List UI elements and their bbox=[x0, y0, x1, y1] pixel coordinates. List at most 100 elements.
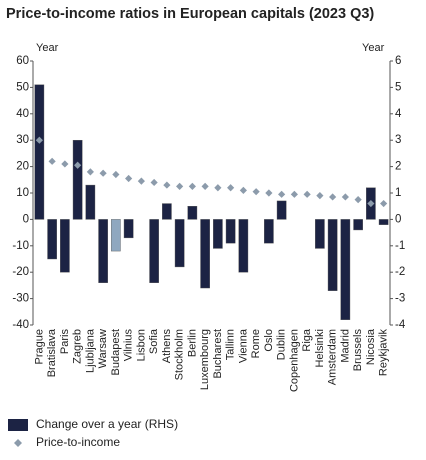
x-tick-label: Amsterdam bbox=[327, 329, 339, 385]
diamond bbox=[380, 199, 388, 208]
bar bbox=[72, 139, 83, 220]
x-tick-label: Stockholm bbox=[174, 329, 186, 380]
y-tick-label: 20 bbox=[16, 161, 29, 173]
x-tick-label: Sofia bbox=[148, 328, 160, 354]
diamond bbox=[214, 184, 222, 192]
y2-tick-label: 5 bbox=[395, 81, 401, 93]
x-tick-label: Bucharest bbox=[212, 329, 224, 379]
bar bbox=[264, 219, 274, 244]
x-tick-label: Paris bbox=[59, 329, 71, 355]
x-tick-label: Dublin bbox=[276, 329, 288, 360]
diamond bbox=[188, 182, 196, 190]
diamond bbox=[86, 168, 94, 176]
x-tick-label: Oslo bbox=[263, 329, 275, 352]
y-tick-label: -10 bbox=[12, 240, 29, 252]
bar bbox=[60, 219, 70, 273]
bar bbox=[315, 219, 325, 249]
x-tick-label: Copenhagen bbox=[288, 329, 300, 392]
diamond bbox=[74, 161, 82, 169]
y2-tick-label: -4 bbox=[395, 319, 406, 331]
legend-label: Change over a year (RHS) bbox=[36, 417, 178, 431]
diamond bbox=[354, 196, 362, 204]
y2-tick-label: -2 bbox=[395, 266, 405, 278]
diamond bbox=[176, 182, 184, 190]
y2-tick-label: 4 bbox=[395, 108, 402, 120]
bar bbox=[111, 219, 121, 252]
diamond bbox=[61, 160, 69, 168]
y2-tick-label: -1 bbox=[395, 240, 405, 252]
x-tick-label: Luxembourg bbox=[199, 329, 211, 390]
diamond bbox=[150, 178, 158, 187]
diamond bbox=[48, 157, 56, 165]
bar bbox=[187, 205, 198, 220]
diamond bbox=[367, 199, 375, 208]
diamond bbox=[329, 193, 337, 201]
y2-tick-label: 6 bbox=[395, 55, 401, 67]
x-tick-label: Vienna bbox=[237, 328, 249, 363]
x-tick-label: Lisbon bbox=[135, 329, 147, 361]
x-tick-label: Zagreb bbox=[72, 329, 84, 364]
bar bbox=[276, 200, 287, 220]
y2-axis-label: Year bbox=[362, 42, 385, 54]
x-tick-label: Ljubljana bbox=[84, 328, 96, 373]
bar bbox=[225, 219, 236, 244]
bar bbox=[378, 219, 389, 225]
bar bbox=[174, 219, 185, 268]
bar bbox=[34, 84, 45, 220]
x-tick-label: Riga bbox=[301, 328, 313, 352]
x-tick-label: Budapest bbox=[110, 329, 122, 375]
bar bbox=[85, 184, 96, 220]
x-tick-label: Berlin bbox=[186, 329, 198, 357]
y2-tick-label: 2 bbox=[395, 161, 401, 173]
bar bbox=[47, 219, 57, 260]
x-tick-label: Reykjavik bbox=[378, 329, 390, 377]
diamond bbox=[201, 182, 209, 190]
diamond bbox=[227, 184, 235, 192]
y-tick-label: -30 bbox=[12, 293, 29, 305]
diamond bbox=[35, 136, 43, 144]
x-tick-label: Madrid bbox=[339, 329, 351, 363]
diamond bbox=[252, 188, 260, 196]
y-tick-label: -40 bbox=[12, 319, 29, 331]
bar bbox=[238, 219, 249, 273]
y-tick-label: 10 bbox=[16, 187, 29, 199]
x-tick-label: Warsaw bbox=[97, 329, 109, 368]
bar bbox=[213, 219, 223, 249]
diamond bbox=[112, 170, 120, 179]
y-tick-label: 30 bbox=[16, 134, 29, 146]
bar bbox=[123, 219, 134, 239]
bar bbox=[327, 219, 338, 291]
bar bbox=[353, 219, 363, 231]
x-tick-label: Vilnius bbox=[123, 329, 135, 362]
y-tick-label: 50 bbox=[16, 81, 29, 93]
x-tick-label: Rome bbox=[250, 329, 262, 358]
diamond bbox=[265, 189, 273, 197]
diamond bbox=[125, 174, 133, 183]
diamond bbox=[137, 177, 145, 185]
bar bbox=[149, 219, 159, 283]
y-tick-label: 40 bbox=[16, 108, 29, 120]
bar bbox=[200, 219, 210, 289]
y2-tick-label: 3 bbox=[395, 134, 401, 146]
x-tick-label: Tallinn bbox=[225, 329, 237, 360]
diamond bbox=[278, 190, 286, 198]
diamond bbox=[316, 192, 324, 200]
x-tick-label: Brussels bbox=[352, 329, 364, 372]
diamond bbox=[303, 190, 311, 198]
x-tick-label: Prague bbox=[33, 329, 45, 364]
legend-label: Price-to-income bbox=[36, 435, 120, 449]
y2-tick-label: 1 bbox=[395, 187, 401, 199]
x-tick-label: Nicosia bbox=[365, 328, 377, 365]
y-tick-label: 60 bbox=[16, 55, 29, 67]
diamond bbox=[290, 190, 298, 198]
diamond bbox=[99, 169, 107, 177]
y2-tick-label: -3 bbox=[395, 293, 405, 305]
y2-tick-label: 0 bbox=[395, 213, 401, 225]
y-axis-label: Year bbox=[36, 42, 59, 54]
bar bbox=[340, 219, 351, 320]
diamond bbox=[163, 181, 171, 189]
bar bbox=[162, 203, 172, 220]
legend-swatch bbox=[8, 419, 28, 431]
x-tick-label: Athens bbox=[161, 329, 173, 364]
